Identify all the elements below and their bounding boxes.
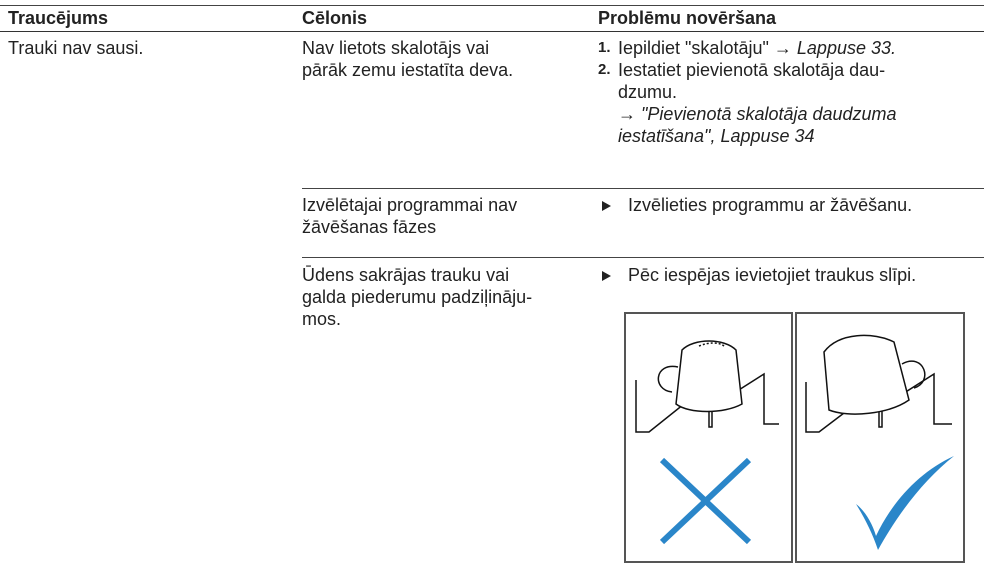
rule: [302, 257, 984, 258]
arrow: →: [618, 104, 636, 124]
link: iestatīšana", Lappuse 34: [618, 126, 815, 146]
arrow: →: [773, 38, 792, 58]
header: Problēmu novēršana: [598, 8, 777, 28]
illustration: [624, 312, 965, 563]
rule: [0, 31, 984, 32]
bullet: [602, 201, 611, 211]
header: Cēlonis: [302, 8, 368, 28]
cause: galda piederumu padziļināju-: [302, 287, 533, 307]
link: Lappuse 33.: [796, 38, 896, 58]
cause: pārāk zemu iestatīta deva.: [302, 60, 514, 80]
link: "Pievienotā skalotāja daudzuma: [641, 104, 897, 124]
remedy: Izvēlieties programmu ar žāvēšanu.: [628, 195, 913, 215]
cause: Ūdens sakrājas trauku vai: [302, 265, 510, 285]
bullet: [602, 271, 611, 281]
cause: Izvēlētajai programmai nav: [302, 195, 518, 215]
header: Traucējums: [8, 8, 109, 28]
step-text: Iepildiet "skalotāju": [618, 38, 769, 58]
fault: Trauki nav sausi.: [8, 38, 144, 58]
rule: [302, 188, 984, 189]
rule: [0, 5, 984, 6]
step-text: dzumu.: [618, 82, 678, 102]
cause: žāvēšanas fāzes: [302, 217, 437, 237]
step-number: 2.: [598, 61, 611, 78]
cause: Nav lietots skalotājs vai: [302, 38, 490, 58]
step-line: → "Pievienotā skalotāja daudzuma: [618, 103, 897, 125]
step-line: Iepildiet "skalotāju" → Lappuse 33.: [618, 37, 896, 59]
cause: mos.: [302, 309, 342, 329]
step-text: Iestatiet pievienotā skalotāja dau-: [618, 60, 886, 80]
step-number: 1.: [598, 39, 611, 56]
remedy: Pēc iespējas ievietojiet traukus slīpi.: [628, 265, 917, 285]
